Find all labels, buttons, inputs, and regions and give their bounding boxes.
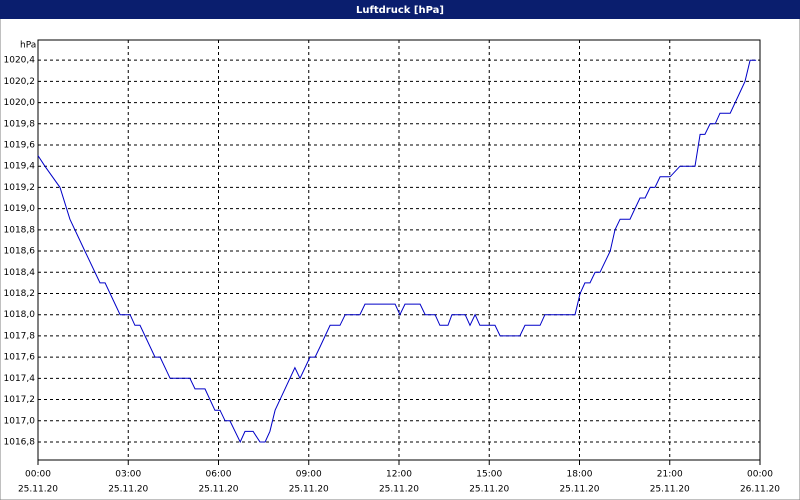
x-tick-date: 25.11.20 (559, 485, 599, 495)
y-tick-label: 1019,2 (4, 183, 36, 193)
x-tick-date: 25.11.20 (379, 485, 419, 495)
x-tick-date: 25.11.20 (469, 485, 509, 495)
y-tick-label: 1017,4 (4, 374, 36, 384)
y-tick-label: 1018,8 (4, 225, 36, 235)
y-tick-label: 1017,8 (4, 331, 36, 341)
x-tick-label: 12:00 (386, 470, 412, 480)
x-tick-label: 00:00 (25, 470, 51, 480)
x-tick-date: 26.11.20 (740, 485, 780, 495)
y-tick-label: 1020,0 (4, 98, 36, 108)
y-tick-label: 1019,6 (4, 141, 36, 151)
y-tick-label: 1017,6 (4, 353, 36, 363)
x-tick-label: 06:00 (206, 470, 232, 480)
x-tick-date: 25.11.20 (289, 485, 329, 495)
plot-area (37, 39, 761, 461)
y-tick-label: 1019,0 (4, 204, 36, 214)
x-tick-label: 03:00 (115, 470, 141, 480)
y-tick-label: 1020,2 (4, 77, 36, 87)
y-tick-label: 1018,2 (4, 289, 36, 299)
chart-title: Luftdruck [hPa] (356, 5, 444, 16)
y-tick-label: 1020,4 (4, 56, 36, 66)
y-tick-label: 1019,8 (4, 119, 36, 129)
x-tick-label: 21:00 (657, 470, 683, 480)
y-tick-label: 1017,0 (4, 416, 36, 426)
x-tick-date: 25.11.20 (108, 485, 148, 495)
x-tick-label: 18:00 (567, 470, 593, 480)
y-tick-label: 1018,0 (4, 310, 36, 320)
y-tick-label: 1017,2 (4, 395, 36, 405)
title-bar (0, 0, 800, 19)
y-tick-label: 1018,4 (4, 268, 36, 278)
y-tick-label: 1016,8 (4, 437, 36, 447)
x-tick-date: 25.11.20 (198, 485, 238, 495)
x-tick-label: 09:00 (296, 470, 322, 480)
x-tick-label: 00:00 (747, 470, 773, 480)
x-tick-date: 25.11.20 (650, 485, 690, 495)
data-line (37, 59, 757, 444)
y-axis-label: hPa (20, 41, 36, 51)
x-tick-date: 25.11.20 (18, 485, 58, 495)
y-tick-label: 1018,6 (4, 247, 36, 257)
x-tick-label: 15:00 (476, 470, 502, 480)
y-tick-label: 1019,4 (4, 162, 36, 172)
